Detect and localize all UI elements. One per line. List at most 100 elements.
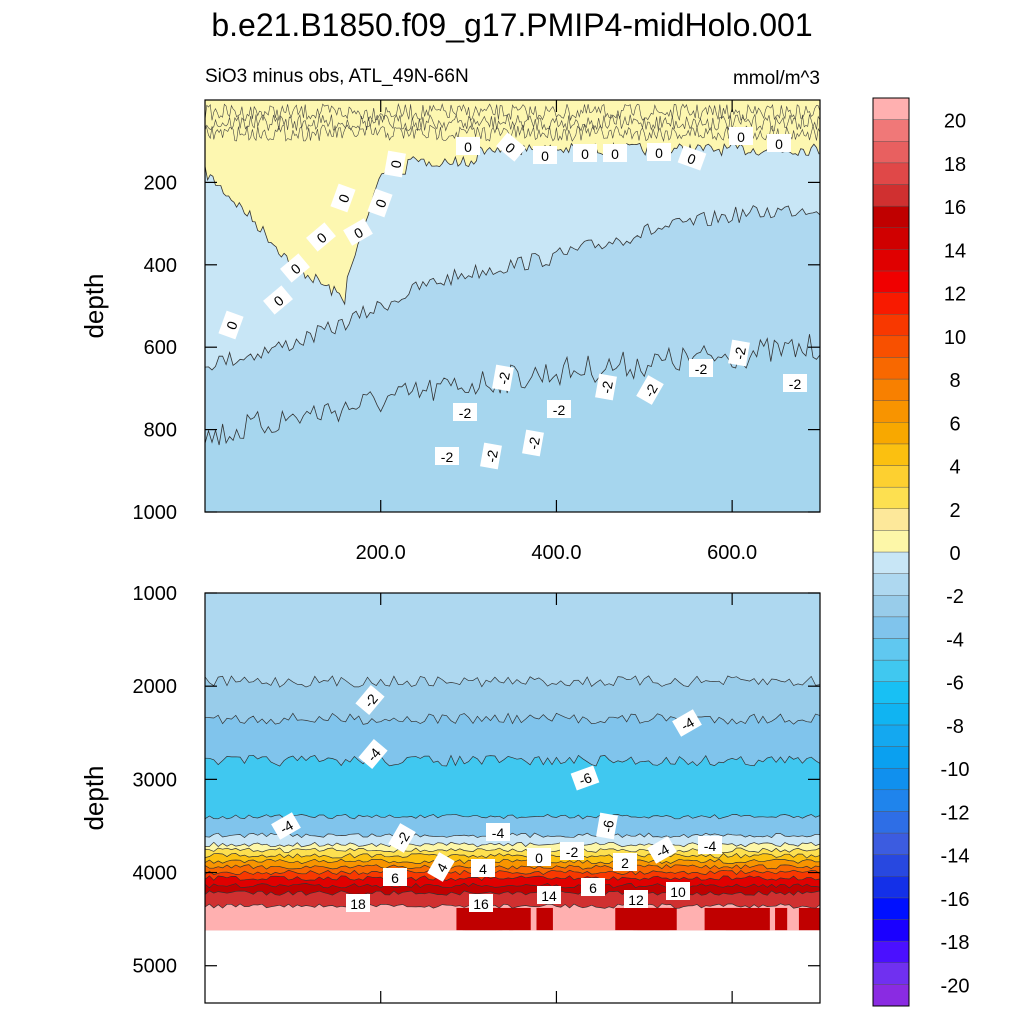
contour-label-box (263, 285, 293, 315)
contour-label-text: 14 (541, 888, 557, 904)
y-tick-label: 1000 (133, 502, 178, 524)
contour-label: 0 (677, 145, 707, 171)
colorbar-box (872, 357, 910, 380)
colorbar-box (872, 919, 910, 942)
colorbar-tick-label: 4 (949, 457, 960, 479)
contour-label-text: 0 (581, 146, 589, 162)
y-tick-label: 200 (144, 172, 177, 194)
colorbar-tick-label: -12 (941, 802, 970, 824)
contour-label-box (343, 218, 373, 246)
contour-label-box (367, 188, 393, 218)
contour-label: 4 (471, 859, 495, 877)
contour-label: 0 (306, 222, 336, 252)
colorbar-box (872, 703, 910, 726)
contour-label-text: -2 (553, 402, 566, 418)
contour-label: -2 (453, 403, 477, 421)
contour-label: -2 (560, 842, 584, 860)
contour-label: 0 (729, 127, 753, 145)
x-tick-label: 400.0 (531, 542, 581, 564)
contour-label: -2 (595, 373, 617, 401)
upper-panel-frame (204, 99, 821, 513)
lower-contour-line-5 (205, 832, 820, 839)
contour-label: -2 (492, 364, 514, 392)
colorbar-tick-label: 0 (949, 543, 960, 565)
upper-y-axis-label: depth (79, 273, 109, 338)
colorbar-tick-label: -10 (941, 759, 970, 781)
contour-label: 10 (666, 882, 690, 900)
colorbar-box (872, 832, 910, 855)
contour-label-text: 10 (670, 884, 686, 900)
colorbar-box (872, 595, 910, 618)
contour-label: 0 (263, 285, 293, 315)
contour-label-text: 16 (473, 896, 489, 912)
lower-contour-lines (205, 675, 820, 909)
contour-label-box (480, 442, 502, 470)
contour-label-text: 2 (621, 855, 629, 871)
contour-label-box (218, 310, 244, 340)
colorbar-box (872, 97, 910, 120)
colorbar-tick-label: 10 (944, 327, 966, 349)
contour-label-text: -4 (492, 825, 505, 841)
contour-label-box (522, 429, 544, 457)
contour-label-box (527, 848, 551, 866)
contour-label-text: -2 (459, 405, 472, 421)
contour-label: 4 (427, 852, 455, 882)
contour-label: -2 (480, 442, 502, 470)
contour-label-text: -4 (704, 838, 717, 854)
contour-label-text: -2 (789, 376, 802, 392)
colorbar-tick-label: 16 (944, 197, 966, 219)
contour-label-box (384, 150, 406, 178)
contour-label: -4 (672, 709, 702, 737)
contour-label: 14 (537, 886, 561, 904)
colorbar-tick-label: 8 (949, 370, 960, 392)
colorbar-box (872, 486, 910, 509)
lower-deep-patch (536, 907, 553, 931)
contour-label-box (595, 373, 617, 401)
upper-minus1-contour-line (205, 205, 820, 371)
colorbar-box (872, 984, 910, 1007)
colorbar-box (872, 530, 910, 553)
colorbar-box (872, 443, 910, 466)
contour-label-text: 12 (628, 892, 644, 908)
colorbar (872, 97, 910, 1007)
colorbar-tick-label: -6 (946, 673, 964, 695)
colorbar-box (872, 789, 910, 812)
contour-label-text: 6 (391, 870, 399, 886)
lower-deep-patch (509, 907, 531, 931)
units-label: mmol/m^3 (733, 68, 820, 89)
colorbar-box (872, 897, 910, 920)
lower-contour-line-3 (205, 754, 820, 767)
contour-label: -4 (271, 812, 301, 840)
contour-label: -4 (486, 823, 510, 841)
colorbar-tick-label: -20 (941, 975, 970, 997)
contour-label-box (486, 823, 510, 841)
colorbar-tick-label: 6 (949, 413, 960, 435)
colorbar-box (872, 141, 910, 164)
contour-label-box (573, 144, 597, 162)
contour-label-box (383, 868, 407, 886)
contour-label-text: -2 (566, 844, 579, 860)
contour-label: 0 (330, 183, 356, 213)
contour-label-text: 0 (535, 850, 543, 866)
colorbar-tick-label: -18 (941, 932, 970, 954)
lower-panel-frame (204, 592, 821, 1004)
colorbar-frame (872, 97, 910, 1007)
colorbar-tick-label: -8 (946, 716, 964, 738)
lower-deep-patch (615, 907, 654, 931)
contour-label-text: 0 (655, 145, 663, 161)
contour-label-box (355, 685, 385, 715)
contour-label-box (330, 183, 356, 213)
x-axis-tick-labels: 200.0 400.0 600.0 (356, 542, 757, 564)
contour-label: 12 (624, 890, 648, 908)
colorbar-tick-label: 2 (949, 500, 960, 522)
contour-label: -4 (647, 836, 677, 864)
contour-label: 0 (367, 188, 393, 218)
contour-label: -6 (570, 765, 600, 791)
colorbar-tick-labels: 20181614121086420-2-4-6-8-10-12-14-16-18… (941, 111, 970, 998)
x-tick-label: 600.0 (707, 542, 757, 564)
contour-label-box (280, 253, 310, 283)
contour-label: 0 (343, 218, 373, 246)
contour-label: -2 (547, 400, 571, 418)
